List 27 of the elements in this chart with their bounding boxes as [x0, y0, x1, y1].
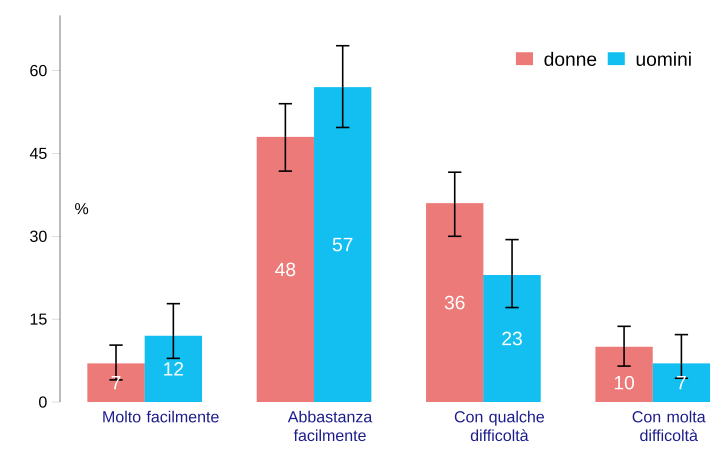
- y-tick-label: 60: [30, 64, 47, 76]
- bar: [483, 274, 541, 402]
- data-label: 23: [502, 332, 522, 346]
- x-tick-label: Abbastanza facilmente: [288, 410, 372, 442]
- bar: [426, 203, 484, 402]
- data-label: 36: [444, 296, 465, 310]
- x-tick-label: Con molta difficoltà: [632, 410, 706, 442]
- y-tick-label: 30: [30, 230, 47, 242]
- x-tick-label: Molto facilmente: [103, 410, 219, 422]
- legend-label: uomini: [636, 52, 691, 66]
- bar: [314, 87, 372, 402]
- data-label: 12: [164, 362, 184, 376]
- bar: [87, 363, 145, 402]
- bar: [144, 336, 202, 402]
- legend-label: donne: [544, 52, 596, 66]
- y-tick-label: 15: [30, 314, 47, 325]
- y-tick-label: 0: [39, 396, 47, 408]
- data-label: 10: [614, 376, 634, 390]
- y-tick-label: 45: [30, 148, 47, 160]
- data-label: 7: [677, 376, 686, 390]
- bar: [595, 346, 653, 402]
- data-label: 48: [275, 262, 296, 276]
- bar: [652, 363, 710, 402]
- y-axis-title: %: [75, 203, 88, 214]
- x-tick-label: Con qualche difficoltà: [454, 410, 544, 442]
- data-label: 57: [332, 238, 352, 252]
- bar: [256, 136, 314, 402]
